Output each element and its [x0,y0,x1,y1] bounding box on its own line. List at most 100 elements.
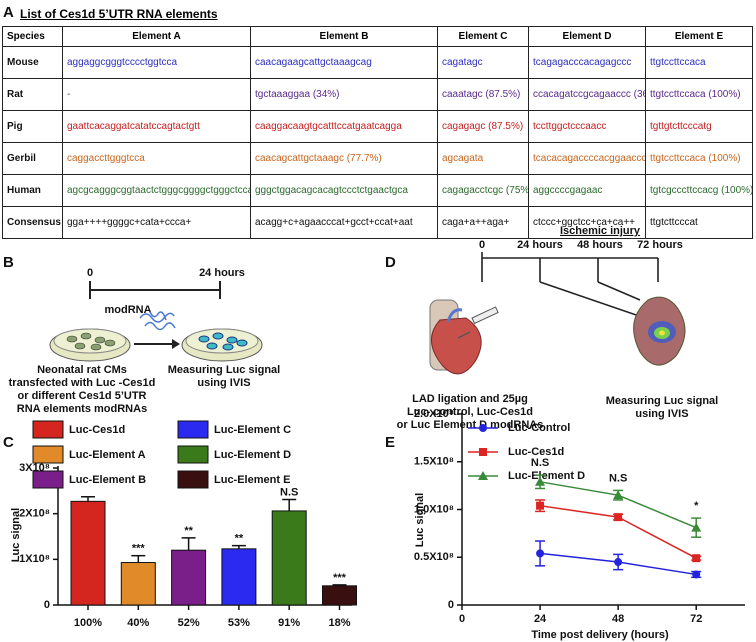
table-title: List of Ces1d 5’UTR RNA elements [20,7,218,21]
table-cell: agcgcagggcggtaactctgggcggggctgggctcca [62,174,251,207]
table-cell: tcagagacccacagagccc [528,46,646,79]
table-cell: ttgtccttccaca (100%) [645,78,753,111]
table-cell: caacagcattgctaaagc (77.7%) [250,142,438,175]
x-tick-label: 53% [228,617,250,629]
timeline [89,281,221,299]
table-cell: Gerbil [2,142,63,175]
y-tick-label: 1.5X10⁸ [414,456,454,468]
culture-dish [49,328,131,362]
significance-label: N.S [609,472,627,484]
marker [691,522,702,532]
caption: using IVIS [197,377,250,389]
panel-letter: B [3,254,14,271]
table-cell: cagatagc [437,46,529,79]
caption: or Luc Element D modRNAs [397,419,544,431]
y-tick-label: 0.5X10⁸ [414,551,454,563]
timeline-label: 72 hours [637,239,683,251]
marker [613,490,624,500]
legend-label: Luc-Element D [214,449,291,461]
table-cell: Human [2,174,63,207]
legend-label: Luc-Element D [508,470,585,482]
table-cell: caaatagc (87.5%) [437,78,529,111]
table-cell: aggccccgagaac [528,174,646,207]
y-axis-label: Luc signal [414,493,426,547]
table-cell: Mouse [2,46,63,79]
axes [57,412,745,606]
table-row: Pig gaattcacaggatcatatccagtactgtt caaggaca… [2,110,753,143]
marker [614,558,623,567]
x-tick-label: 40% [127,617,149,629]
timeline-label: 48 hours [577,239,623,251]
table-cell: Pig [2,110,63,143]
caption: LAD ligation and 25µg [412,393,528,405]
legend-label: Luc-Element C [214,424,291,436]
x-axis-label: Time post delivery (hours) [531,629,669,641]
y-tick-label: 1.0X10⁸ [414,503,454,515]
table-row: Human agcgcagggcggtaactctgggcggggctgggctc… [2,174,753,207]
legend-swatch [32,420,64,439]
caption: or different Ces1d 5’UTR [18,390,147,402]
panel-letter: E [385,434,395,451]
caption: Measuring Luc signal [606,395,718,407]
x-tick-label: 48 [612,613,624,625]
y-tick-label: 2.0X10⁸ [414,408,454,420]
header-cell: Species [2,26,63,47]
significance-label: N.S [531,457,549,469]
table-cell: tccttggctcccaacc [528,110,646,143]
significance-label: ** [184,525,193,537]
table-cell: Rat [2,78,63,111]
marker [614,513,623,522]
table-cell: tgttgtcttcccatg [645,110,753,143]
caption: Luc- control, Luc-Ces1d [407,406,533,418]
table-cell: ttgtccttccaca [645,46,753,79]
table-cell: agcagata [437,142,529,175]
significance-label: * [694,500,699,512]
bar [70,500,106,606]
legend-swatch [32,470,64,489]
header-cell: Element A [62,26,251,47]
legend-marker [479,448,487,456]
arrow [134,339,180,349]
bar [322,585,357,606]
table-cell: ttgtcttcccat [645,206,753,239]
table-row: Gerbil caggaccttgggtcca caacagcattgctaaagc… [2,142,753,175]
table-cell: tgctaaaggaa (34%) [250,78,438,111]
heart-imaging-illustration [633,296,686,366]
bar [271,510,307,606]
panel-letter: D [385,254,396,271]
significance-label: *** [333,572,347,584]
legend-label: Luc-Ces1d [508,446,564,458]
timeline-label: 24 hours [517,239,563,251]
caption: RNA elements modRNAs [17,403,147,415]
x-tick-label: 24 [534,613,547,625]
table-cell: ctccc+ggctcc+ca+ca++ [528,206,646,239]
table-cell: tcacacagaccccacggaaccc (46%) [528,142,646,175]
table-cell: ccacagatccgcagaaccc (36%) [528,78,646,111]
table-cell: acagg+c+agaacccat+gcct+ccat+aat [250,206,438,239]
marker [692,554,701,563]
y-tick-label: 0 [44,599,50,611]
heart-injection-illustration [429,299,499,375]
x-tick-label: 91% [278,617,300,629]
marker [536,549,545,558]
x-tick-label: 18% [328,617,350,629]
legend-label: Luc-Element E [214,474,290,486]
table-header-row: Species Element A Element B Element C Elemen… [2,26,753,47]
header-cell: Element B [250,26,438,47]
legend-swatch [177,445,209,464]
significance-label: N.S [280,486,298,498]
culture-dish [181,328,263,362]
table-cell: caga+a++aga+ [437,206,529,239]
table-row: Mouse aggaggcgggtcccctggtcca caacagaagcatt… [2,46,753,79]
caption: Neonatal rat CMs [37,364,127,376]
significance-label: *** [132,543,146,555]
table-cell: caaggacaagtgcatttccatgaatcagga [250,110,438,143]
legend-swatch [177,420,209,439]
bar [171,549,207,606]
table-cell: caacagaagcattgctaaagcag [250,46,438,79]
caption: using IVIS [635,408,688,420]
marker [535,476,546,486]
table-row: Consensus gga++++ggggc+cata+ccca+ acagg+c+… [2,206,753,239]
